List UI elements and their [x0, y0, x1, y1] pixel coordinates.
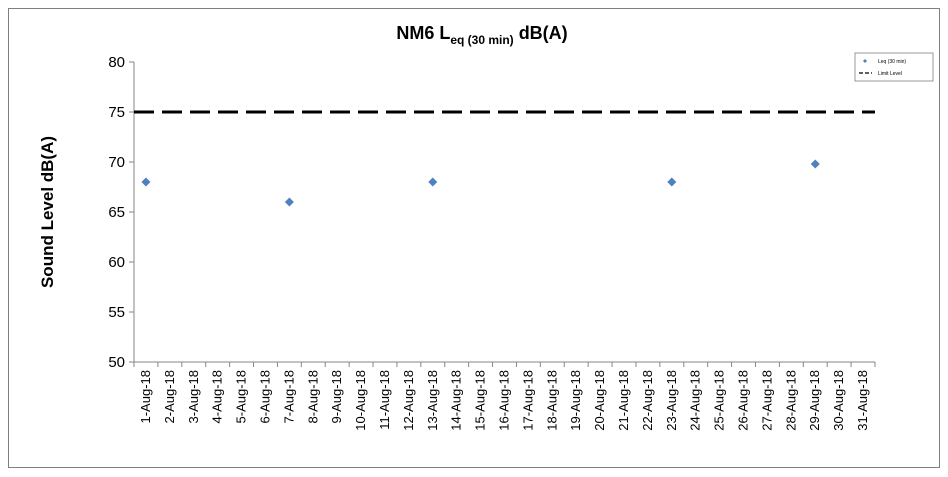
x-tick-label: 23-Aug-18	[664, 370, 679, 431]
x-tick-label: 12-Aug-18	[401, 370, 416, 431]
x-tick-label: 3-Aug-18	[186, 370, 201, 423]
legend-label: Leq (30 min)	[878, 59, 906, 65]
y-tick-label: 80	[108, 54, 125, 71]
x-tick-label: 17-Aug-18	[520, 370, 535, 431]
x-tick-label: 26-Aug-18	[736, 370, 751, 431]
legend: Leq (30 min) Limit Level	[854, 52, 934, 82]
x-tick-label: 19-Aug-18	[568, 370, 583, 431]
x-tick-label: 20-Aug-18	[592, 370, 607, 431]
x-tick-label: 27-Aug-18	[759, 370, 774, 431]
x-tick-label: 31-Aug-18	[855, 370, 870, 431]
data-point	[810, 159, 820, 169]
y-axis-label: Sound Level dB(A)	[38, 136, 57, 288]
chart-title-main: NM6 L	[396, 23, 450, 43]
chart-title-suffix: dB(A)	[514, 23, 568, 43]
data-point	[284, 197, 294, 207]
y-axis: 50 55 60 65 70 75 80	[108, 54, 135, 371]
x-tick-label: 8-Aug-18	[305, 370, 320, 423]
series-layer	[134, 110, 875, 207]
x-tick-label: 18-Aug-18	[544, 370, 559, 431]
x-tick-label: 22-Aug-18	[640, 370, 655, 431]
legend-box	[854, 52, 934, 82]
legend-marker	[863, 59, 867, 63]
x-axis: 1-Aug-18 2-Aug-18 3-Aug-18 4-Aug-18 5-Aug-18…	[133, 361, 876, 431]
x-tick-label: 1-Aug-18	[138, 370, 153, 423]
x-tick-label: 28-Aug-18	[783, 370, 798, 431]
y-tick-label: 60	[108, 254, 125, 271]
y-tick-label: 55	[108, 304, 125, 321]
y-tick-label: 50	[108, 354, 125, 371]
x-tick-label: 13-Aug-18	[425, 370, 440, 431]
x-tick-label: 10-Aug-18	[353, 370, 368, 431]
data-point	[428, 177, 438, 187]
x-tick-label: 4-Aug-18	[210, 370, 225, 423]
y-tick-label: 75	[108, 104, 125, 121]
chart-title-subscript: eq (30 min)	[450, 33, 513, 47]
x-tick-label: 7-Aug-18	[281, 370, 296, 423]
x-tick-label: 16-Aug-18	[497, 370, 512, 431]
x-tick-label: 5-Aug-18	[234, 370, 249, 423]
x-tick-label: 30-Aug-18	[831, 370, 846, 431]
x-tick-label: 9-Aug-18	[329, 370, 344, 423]
x-tick-label: 29-Aug-18	[807, 370, 822, 431]
x-tick-label: 11-Aug-18	[377, 370, 392, 430]
chart-title: NM6 Leq (30 min) dB(A)	[396, 23, 567, 47]
y-tick-label: 70	[108, 154, 125, 171]
x-tick-label: 21-Aug-18	[616, 370, 631, 431]
x-tick-label: 2-Aug-18	[162, 370, 177, 423]
x-tick-label: 15-Aug-18	[473, 370, 488, 431]
x-tick-label: 24-Aug-18	[688, 370, 703, 431]
data-point	[667, 177, 677, 187]
data-point	[141, 177, 151, 187]
x-tick-label: 25-Aug-18	[712, 370, 727, 431]
x-tick-label: 6-Aug-18	[257, 370, 272, 423]
x-tick-label: 14-Aug-18	[449, 370, 464, 431]
legend-label: Limit Level	[878, 71, 902, 77]
chart: NM6 Leq (30 min) dB(A) Sound Level dB(A)…	[38, 23, 934, 431]
y-tick-label: 65	[108, 204, 125, 221]
chart-frame: NM6 Leq (30 min) dB(A) Sound Level dB(A)…	[8, 8, 940, 468]
